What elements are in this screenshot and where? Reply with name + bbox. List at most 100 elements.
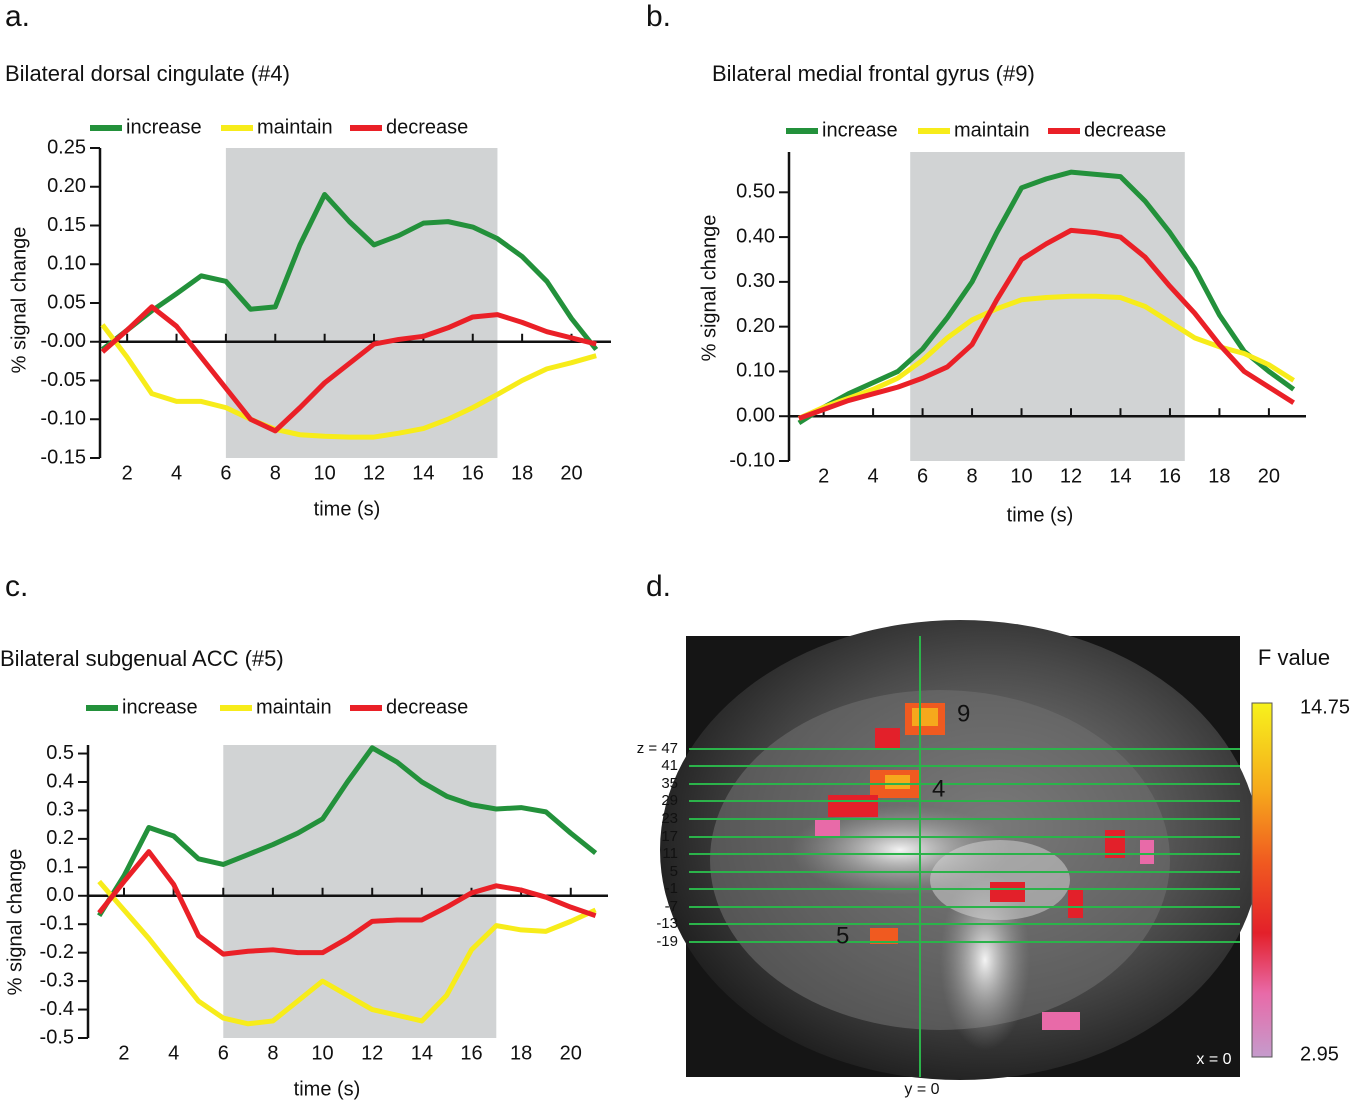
x-tick-label: 4 [868, 465, 879, 487]
y-tick-label: -0.5 [40, 1026, 74, 1048]
colorbar [1252, 703, 1272, 1057]
x-tick-label: 16 [462, 462, 484, 484]
x-tick-label: 8 [270, 462, 281, 484]
y-tick-label: 0.20 [736, 315, 775, 337]
x-tick-label: 16 [1159, 465, 1181, 487]
panel-label: b. [646, 0, 671, 33]
slice-label: 5 [670, 863, 678, 880]
y-tick-label: 0.4 [46, 770, 74, 792]
region-label: 5 [836, 922, 849, 949]
x-tick-label: 18 [510, 1042, 532, 1064]
panel-label: c. [5, 570, 28, 603]
legend-label: decrease [1084, 119, 1166, 141]
x-tick-label: 8 [966, 465, 977, 487]
x-tick-label: 10 [1010, 465, 1032, 487]
slice-label: 11 [662, 845, 678, 862]
x-tick-label: 4 [168, 1042, 179, 1064]
y-tick-label: 0.10 [47, 253, 86, 275]
region-label: 9 [957, 700, 970, 727]
x-tick-label: 12 [361, 1042, 383, 1064]
legend-label: maintain [954, 119, 1030, 141]
x-tick-label: 6 [218, 1042, 229, 1064]
y-tick-label: 0.0 [46, 884, 74, 906]
slice-label: 23 [661, 810, 678, 827]
x-tick-label: 14 [1109, 465, 1131, 487]
x-tick-label: 8 [267, 1042, 278, 1064]
x-tick-label: 14 [411, 1042, 433, 1064]
y-tick-label: -0.4 [40, 998, 74, 1020]
x-tick-label: 16 [460, 1042, 482, 1064]
x-tick-label: 12 [363, 462, 385, 484]
y-tick-label: 0.40 [736, 225, 775, 247]
panel-label: a. [5, 0, 30, 33]
y-tick-label: 0.2 [46, 827, 74, 849]
brain-image [660, 620, 1260, 1080]
slice-label: 17 [661, 828, 678, 845]
figure: a.Bilateral dorsal cingulate (#4)0.250.2… [0, 0, 1358, 1105]
y-axis-title: % signal change [698, 215, 720, 362]
x-tick-label: 10 [311, 1042, 333, 1064]
slice-label: -7 [665, 898, 678, 915]
legend-label: maintain [256, 696, 332, 718]
slice-label: -1 [665, 880, 678, 897]
y-tick-label: -0.3 [40, 969, 74, 991]
slice-label: 41 [661, 757, 678, 774]
legend-label: increase [822, 119, 898, 141]
panel-label: d. [646, 570, 671, 603]
shaded-span [226, 148, 498, 458]
x-axis-title: time (s) [314, 498, 381, 520]
x-tick-label: 10 [314, 462, 336, 484]
x-tick-label: 12 [1060, 465, 1082, 487]
y-coordinate-label: y = 0 [904, 1081, 939, 1098]
x-axis-title: time (s) [1007, 504, 1074, 526]
x-tick-label: 2 [818, 465, 829, 487]
y-tick-label: -0.15 [40, 446, 86, 468]
y-tick-label: 0.00 [736, 404, 775, 426]
colorbar-min: 2.95 [1300, 1043, 1339, 1065]
slice-label: -19 [656, 933, 678, 950]
y-tick-label: 0.3 [46, 799, 74, 821]
y-tick-label: -0.00 [40, 330, 86, 352]
legend-label: increase [122, 696, 198, 718]
legend-label: decrease [386, 116, 468, 138]
y-axis-title: % signal change [4, 849, 26, 996]
y-tick-label: 0.1 [46, 856, 74, 878]
chart-title: Bilateral dorsal cingulate (#4) [5, 61, 290, 86]
y-tick-label: -0.2 [40, 941, 74, 963]
chart-title: Bilateral medial frontal gyrus (#9) [712, 61, 1035, 86]
y-tick-label: -0.10 [40, 408, 86, 430]
y-tick-label: 0.20 [47, 175, 86, 197]
shaded-span [223, 745, 496, 1038]
slice-label: z = 47 [637, 740, 678, 757]
y-tick-label: 0.30 [736, 270, 775, 292]
x-tick-label: 18 [511, 462, 533, 484]
x-tick-label: 14 [412, 462, 434, 484]
y-tick-label: 0.50 [736, 181, 775, 203]
x-axis-title: time (s) [294, 1078, 361, 1100]
region-label: 4 [932, 775, 945, 802]
x-coordinate-label: x = 0 [1196, 1051, 1231, 1068]
y-tick-label: -0.10 [729, 449, 775, 471]
x-tick-label: 20 [560, 1042, 582, 1064]
y-axis-title: % signal change [8, 227, 30, 374]
x-tick-label: 4 [171, 462, 182, 484]
x-tick-label: 2 [118, 1042, 129, 1064]
x-tick-label: 6 [917, 465, 928, 487]
slice-label: -13 [656, 915, 678, 932]
y-tick-label: 0.05 [47, 291, 86, 313]
legend-label: increase [126, 116, 202, 138]
x-tick-label: 20 [1258, 465, 1280, 487]
y-tick-label: 0.25 [47, 136, 86, 158]
x-tick-label: 18 [1208, 465, 1230, 487]
x-tick-label: 2 [122, 462, 133, 484]
x-tick-label: 20 [560, 462, 582, 484]
slice-label: 29 [661, 792, 678, 809]
x-tick-label: 6 [220, 462, 231, 484]
y-tick-label: 0.10 [736, 360, 775, 382]
y-tick-label: 0.5 [46, 742, 74, 764]
slice-label: 35 [661, 775, 678, 792]
y-tick-label: -0.1 [40, 912, 74, 934]
legend-label: maintain [257, 116, 333, 138]
legend-label: decrease [386, 696, 468, 718]
colorbar-title: F value [1258, 645, 1330, 670]
